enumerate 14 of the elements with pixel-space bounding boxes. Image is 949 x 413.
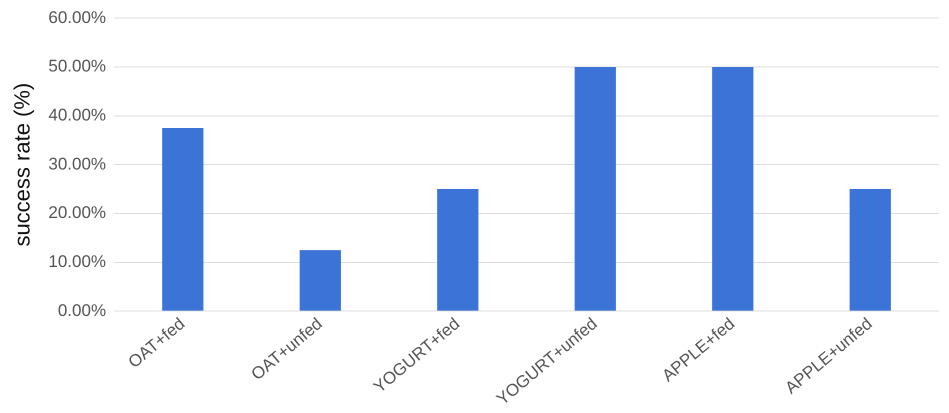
bar [850,189,891,311]
y-axis-title: success rate (%) [9,82,34,247]
bar [162,128,204,311]
bar [574,67,616,311]
bar [300,250,341,311]
y-tick-label: 40.00% [48,106,106,125]
y-tick-label: 20.00% [48,203,106,222]
y-tick-label: 50.00% [48,56,106,76]
y-tick-label: 10.00% [48,252,106,271]
y-tick-label: 60.00% [48,8,106,27]
y-tick-label: 30.00% [48,154,106,174]
bar [437,189,478,311]
bar [712,67,754,311]
y-tick-label: 0.00% [58,300,106,320]
